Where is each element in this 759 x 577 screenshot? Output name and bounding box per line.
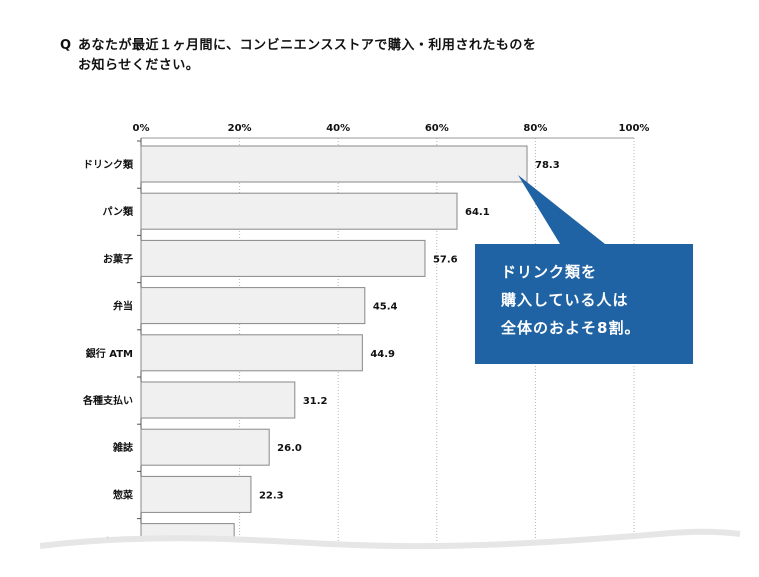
value-label: 44.9	[370, 349, 395, 360]
bar	[140, 475, 252, 513]
category-label: 弁当	[113, 300, 133, 313]
value-label: 78.3	[535, 160, 560, 171]
torn-edge-decoration	[0, 528, 759, 577]
bar	[140, 192, 458, 230]
callout-line-2: 購入している人は	[501, 291, 629, 309]
category-label: 銀行 ATM	[86, 347, 133, 360]
category-label: パン類	[103, 205, 134, 218]
bar	[140, 287, 366, 325]
category-label: ドリンク類	[83, 158, 134, 171]
value-label: 45.4	[373, 302, 398, 313]
bar	[140, 334, 363, 372]
x-tick-label: 20%	[228, 123, 252, 134]
bar	[140, 239, 426, 277]
category-label: 惣菜	[113, 488, 134, 501]
callout-line-1: ドリンク類を	[501, 263, 598, 281]
category-label: 雑誌	[112, 441, 133, 454]
x-tick-label: 0%	[133, 123, 150, 134]
question-line-2: お知らせください。	[78, 58, 200, 73]
x-tick-label: 40%	[326, 123, 350, 134]
bar	[140, 428, 270, 466]
bar	[140, 381, 296, 419]
value-label: 64.1	[465, 207, 490, 218]
question-line-1: あなたが最近１ヶ月間に、コンビニエンスストアで購入・利用されたものを	[78, 38, 537, 53]
callout-box: ドリンク類を 購入している人は 全体のおよそ8割。	[475, 244, 693, 364]
category-label: お菓子	[103, 252, 133, 265]
x-tick-label: 100%	[619, 123, 650, 134]
callout-line-3: 全体のおよそ8割。	[501, 319, 641, 337]
category-label: 各種支払い	[82, 394, 133, 407]
value-label: 26.0	[277, 443, 302, 454]
value-label: 57.6	[433, 254, 458, 265]
question-text: Q あなたが最近１ヶ月間に、コンビニエンスストアで購入・利用されたものを お知ら…	[60, 36, 698, 76]
x-tick-label: 80%	[523, 123, 547, 134]
value-label: 22.3	[259, 490, 284, 501]
question-marker: Q	[60, 38, 72, 53]
callout-pointer	[518, 175, 605, 244]
value-label: 31.2	[303, 396, 328, 407]
x-tick-label: 60%	[425, 123, 449, 134]
bar	[140, 145, 528, 183]
